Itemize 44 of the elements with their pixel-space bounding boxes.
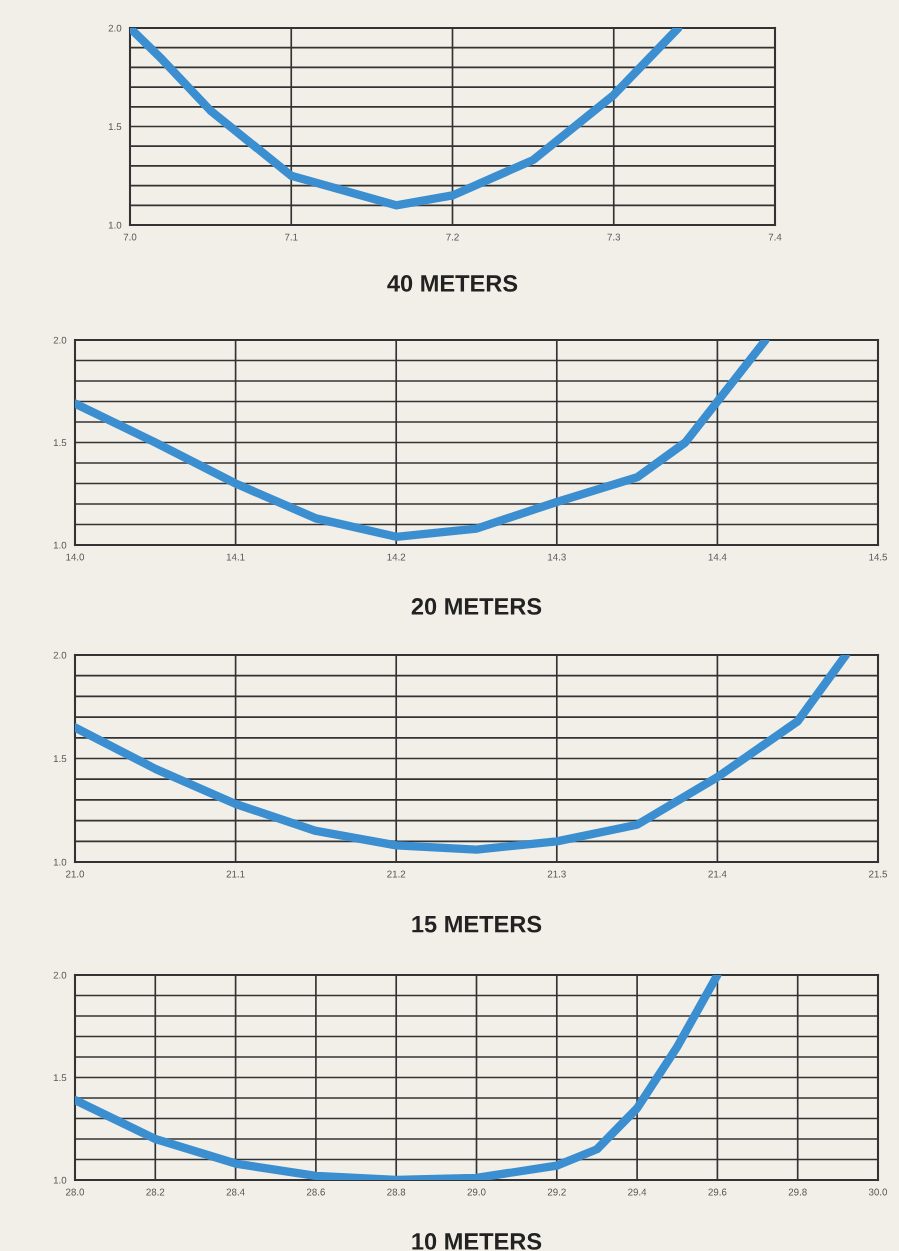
x-tick-label: 28.4 <box>226 1188 245 1196</box>
y-tick-label: 2.0 <box>53 971 67 979</box>
x-tick-label: 29.4 <box>628 1188 647 1196</box>
y-tick-label: 1.5 <box>108 123 122 131</box>
x-tick-label: 21.4 <box>708 870 727 878</box>
text: 10 METERS <box>412 1233 542 1250</box>
x-tick-label: 29.2 <box>547 1188 566 1196</box>
x-tick-label: 7.3 <box>607 233 621 241</box>
y-tick-label: 1.5 <box>53 755 67 763</box>
x-tick-label: 28.6 <box>306 1188 325 1196</box>
x-tick-label: 14.1 <box>226 553 245 561</box>
text: 40 METERS <box>387 275 518 292</box>
x-tick-label: 14.3 <box>548 553 566 561</box>
x-tick-label: 21.3 <box>547 870 566 878</box>
y-tick-label: 2.0 <box>53 336 67 344</box>
x-tick-label: 28.8 <box>387 1188 406 1196</box>
x-tick-label: 29.6 <box>708 1188 727 1196</box>
text: 15 METERS <box>412 915 542 933</box>
y-tick-label: 1.0 <box>53 1176 67 1184</box>
x-tick-label: 7.4 <box>768 233 782 241</box>
x-tick-label: 7.1 <box>284 233 298 241</box>
x-tick-label: 14.4 <box>708 553 727 561</box>
text: 20 METERS <box>411 598 542 615</box>
x-tick-label: 21.2 <box>387 870 406 878</box>
x-tick-label: 30.0 <box>868 1188 888 1196</box>
x-tick-label: 14.0 <box>66 553 85 561</box>
y-tick-label: 1.0 <box>53 541 67 549</box>
y-tick-label: 2.0 <box>108 24 122 32</box>
x-tick-label: 14.2 <box>387 553 406 561</box>
y-tick-label: 1.5 <box>53 1074 67 1082</box>
x-tick-label: 29.0 <box>467 1188 486 1196</box>
y-tick-label: 1.0 <box>53 858 67 866</box>
x-tick-label: 14.5 <box>869 553 888 561</box>
y-tick-label: 2.0 <box>53 651 67 659</box>
y-tick-label: 1.0 <box>108 221 122 229</box>
x-tick-label: 28.0 <box>66 1188 85 1196</box>
x-tick-label: 29.8 <box>788 1188 807 1196</box>
x-tick-label: 7.2 <box>446 233 459 241</box>
x-tick-label: 28.2 <box>146 1188 165 1196</box>
x-tick-label: 21.1 <box>226 870 245 878</box>
x-tick-label: 21.0 <box>66 870 85 878</box>
y-tick-label: 1.5 <box>53 439 67 447</box>
x-tick-label: 21.5 <box>869 870 888 878</box>
x-tick-label: 7.0 <box>123 233 137 241</box>
